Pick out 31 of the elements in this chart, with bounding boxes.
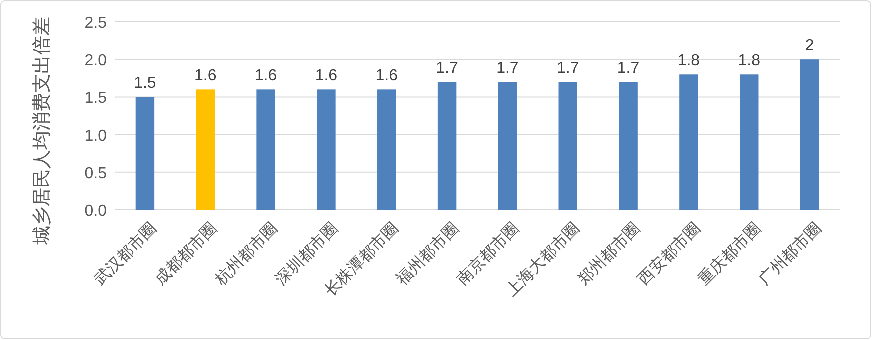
y-tick-label: 2.5 xyxy=(84,15,108,32)
bar xyxy=(256,90,276,210)
data-label: 1.7 xyxy=(496,60,519,78)
data-label: 1.7 xyxy=(617,60,640,78)
y-tick-label: 0.5 xyxy=(84,165,108,182)
data-label: 2 xyxy=(805,38,814,55)
data-label: 1.6 xyxy=(315,68,338,85)
data-label: 1.5 xyxy=(134,75,156,92)
data-label: 1.7 xyxy=(436,60,459,78)
bar xyxy=(196,90,215,210)
data-label: 1.6 xyxy=(376,68,398,85)
bar xyxy=(558,82,578,210)
data-label: 1.6 xyxy=(254,68,278,85)
bar xyxy=(317,90,336,210)
bar xyxy=(619,82,638,210)
bar xyxy=(740,74,759,210)
bar xyxy=(498,82,518,210)
data-label: 1.6 xyxy=(194,68,217,85)
data-label: 1.8 xyxy=(738,52,761,70)
y-tick-label: 2.0 xyxy=(84,52,108,70)
y-tick-label: 1.0 xyxy=(84,128,108,145)
y-axis-title: 城乡居民人均消费支出倍差 xyxy=(32,17,53,246)
y-tick-label: 1.5 xyxy=(84,90,108,108)
bar xyxy=(680,74,698,210)
data-label: 1.7 xyxy=(557,60,580,78)
bar xyxy=(438,82,457,210)
data-label: 1.8 xyxy=(678,52,700,70)
bar xyxy=(378,90,396,210)
y-tick-label: 0.0 xyxy=(84,203,108,220)
bar xyxy=(136,97,155,210)
bar xyxy=(800,60,820,210)
